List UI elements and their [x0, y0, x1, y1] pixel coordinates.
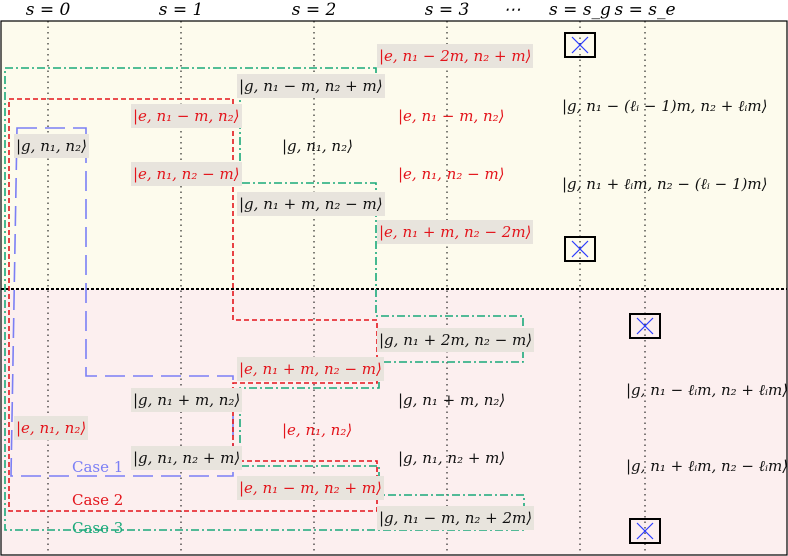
case2-boundary — [8, 98, 378, 512]
state-s2-excited-b: |e, n₁ − m, n₂ + m⟩ — [237, 476, 384, 500]
state-s3-ground-b: |g, n₁ + m, n₂⟩ — [398, 391, 506, 409]
forbidden-cross-icon — [564, 32, 596, 58]
forbidden-cross-icon — [564, 236, 596, 262]
state-s3-ground-c: |g, n₁, n₂ + m⟩ — [398, 449, 506, 467]
state-s2-ground-mid: |g, n₁, n₂⟩ — [282, 137, 353, 155]
state-s3-ground-a: |g, n₁ + 2m, n₂ − m⟩ — [377, 328, 535, 352]
state-s3-excited-a: |e, n₁ − 2m, n₂ + m⟩ — [377, 44, 534, 68]
state-s0-excited: |e, n₁, n₂⟩ — [14, 416, 89, 440]
state-s2-ground-b: |g, n₁ + m, n₂ − m⟩ — [237, 192, 385, 216]
state-se-b: |g, n₁ + ℓᵢm, n₂ − ℓᵢm⟩ — [626, 457, 788, 475]
forbidden-cross-icon — [629, 313, 661, 339]
state-s1-excited-a: |e, n₁ − m, n₂⟩ — [131, 104, 242, 128]
state-s3-excited-b: |e, n₁ − m, n₂⟩ — [398, 107, 505, 125]
state-s1-excited-b: |e, n₁, n₂ − m⟩ — [131, 162, 242, 186]
state-s2-excited-mid: |e, n₁, n₂⟩ — [282, 421, 353, 439]
state-s3-excited-d: |e, n₁ + m, n₂ − 2m⟩ — [377, 220, 534, 244]
state-s1-ground-b: |g, n₁, n₂ + m⟩ — [131, 446, 243, 470]
column-header-ellipsis: ⋯ — [503, 0, 521, 20]
state-sg-a: |g, n₁ − (ℓᵢ − 1)m, n₂ + ℓᵢm⟩ — [562, 97, 768, 115]
case1-boundary — [10, 127, 234, 477]
case1-label: Case 1 — [72, 458, 124, 476]
state-s3-excited-c: |e, n₁, n₂ − m⟩ — [398, 165, 505, 183]
column-header-sg: s = s_g — [549, 0, 611, 20]
column-header-se: s = s_e — [614, 0, 676, 20]
state-s0-ground: |g, n₁, n₂⟩ — [14, 134, 89, 158]
state-s2-excited-a: |e, n₁ + m, n₂ − m⟩ — [237, 357, 384, 381]
state-s1-ground-a: |g, n₁ + m, n₂⟩ — [131, 388, 243, 412]
case3-label: Case 3 — [72, 519, 124, 537]
column-header-s0: s = 0 — [25, 0, 71, 20]
column-header-s1: s = 1 — [158, 0, 204, 20]
column-header-s3: s = 3 — [424, 0, 470, 20]
state-sg-b: |g, n₁ + ℓᵢm, n₂ − (ℓᵢ − 1)m⟩ — [562, 175, 768, 193]
state-s2-ground-a: |g, n₁ − m, n₂ + m⟩ — [237, 74, 385, 98]
state-s3-ground-d: |g, n₁ − m, n₂ + 2m⟩ — [377, 506, 535, 530]
case2-label: Case 2 — [72, 491, 124, 509]
forbidden-cross-icon — [629, 518, 661, 544]
column-header-s2: s = 2 — [291, 0, 337, 20]
state-se-a: |g, n₁ − ℓᵢm, n₂ + ℓᵢm⟩ — [626, 381, 788, 399]
